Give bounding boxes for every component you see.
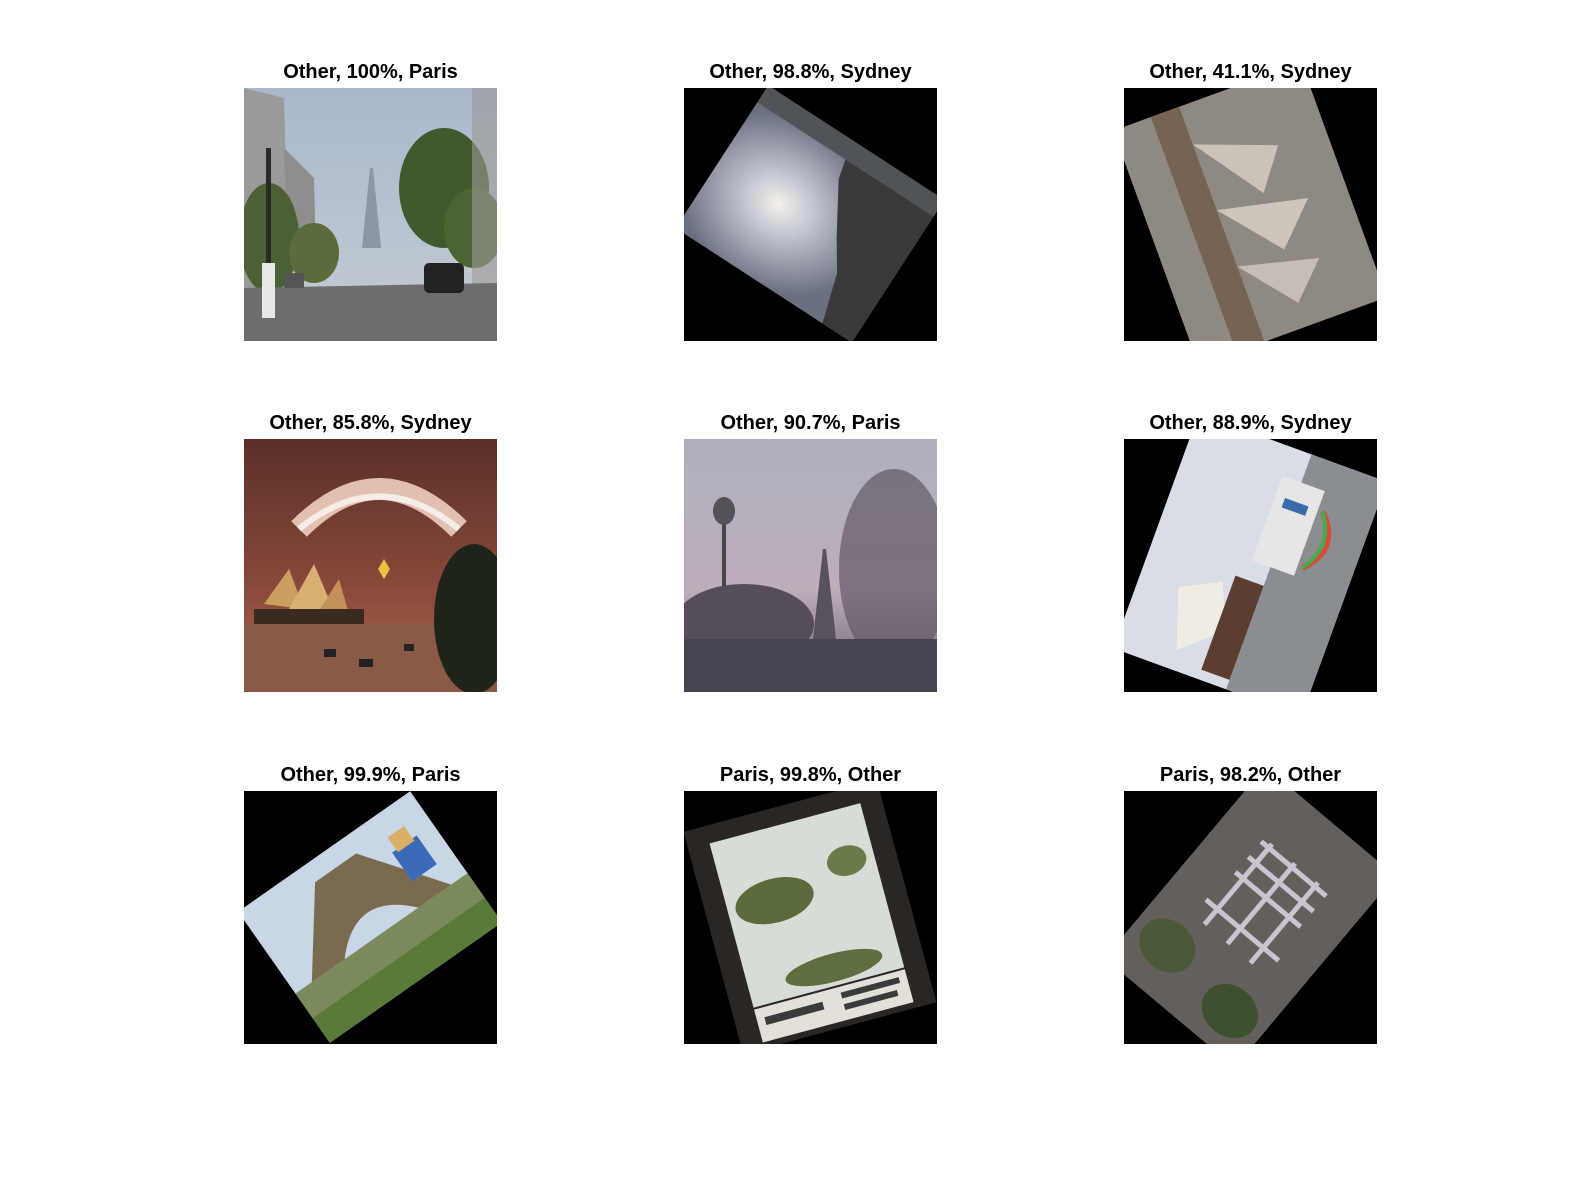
panel-title: Other, 100%, Paris <box>283 61 458 83</box>
panel-title: Other, 90.7%, Paris <box>720 412 901 434</box>
photo-rotated-sunset <box>684 88 937 341</box>
panel-title: Other, 88.9%, Sydney <box>1149 412 1352 434</box>
photo-rotated-snowy-mountain-slide <box>684 791 937 1044</box>
panel-title: Other, 85.8%, Sydney <box>269 412 472 434</box>
panel-title: Other, 98.8%, Sydney <box>709 61 912 83</box>
panel-title: Other, 99.9%, Paris <box>280 764 461 786</box>
photo-paris-street <box>244 88 497 341</box>
panel-title: Other, 41.1%, Sydney <box>1149 61 1352 83</box>
photo-rotated-noisy-opera-house <box>1124 88 1377 341</box>
panel-title: Paris, 98.2%, Other <box>1159 764 1342 786</box>
photo-sydney-fireworks <box>244 439 497 692</box>
photo-noisy-eiffel-dusk <box>684 439 937 692</box>
photo-rotated-noisy-garden-chair <box>1124 791 1377 1044</box>
photo-rotated-opera-house-ferry <box>1124 439 1377 692</box>
photo-rotated-eiffel-under-view <box>244 791 497 1044</box>
panel-title: Paris, 99.8%, Other <box>719 764 902 786</box>
